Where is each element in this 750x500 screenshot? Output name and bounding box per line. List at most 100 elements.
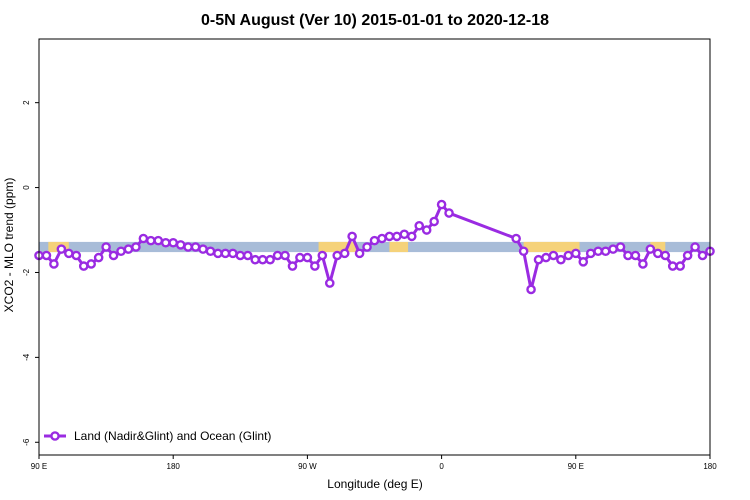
- data-point: [682, 250, 693, 261]
- data-point: [302, 252, 313, 263]
- data-point: [317, 250, 328, 261]
- land-segment: [389, 241, 409, 253]
- data-point: [667, 261, 678, 271]
- data-point: [347, 231, 357, 242]
- chart-title: 0-5N August (Ver 10) 2015-01-01 to 2020-…: [201, 12, 549, 29]
- legend-marker: [50, 431, 60, 441]
- data-point: [190, 242, 201, 252]
- data-point: [220, 248, 231, 259]
- plot-area: [34, 199, 715, 295]
- data-point: [116, 246, 126, 257]
- data-point: [49, 259, 59, 269]
- data-point: [638, 259, 648, 269]
- data-point: [660, 250, 671, 261]
- y-tick-label: -6: [22, 438, 31, 446]
- data-point: [295, 252, 305, 263]
- data-point: [533, 254, 544, 265]
- data-point: [153, 235, 164, 246]
- data-point: [392, 231, 402, 242]
- data-point: [131, 242, 141, 252]
- data-point: [399, 229, 410, 240]
- data-point: [280, 250, 290, 261]
- data-point: [690, 242, 700, 252]
- data-point: [324, 278, 335, 288]
- data-point: [183, 242, 193, 252]
- data-point: [362, 242, 372, 252]
- data-point: [414, 220, 425, 231]
- y-tick-label: 2: [22, 100, 31, 105]
- data-point: [272, 250, 283, 261]
- data-point: [653, 248, 663, 259]
- data-point: [429, 216, 439, 227]
- data-point: [593, 246, 603, 257]
- data-point: [511, 233, 521, 244]
- data-point: [697, 250, 708, 261]
- data-point: [287, 261, 298, 271]
- data-point: [138, 233, 149, 244]
- data-point: [78, 261, 89, 271]
- data-point: [146, 235, 156, 246]
- data-point: [205, 246, 216, 257]
- reference-band: [39, 241, 710, 253]
- data-point: [354, 248, 365, 259]
- data-point: [332, 250, 343, 261]
- data-point: [623, 250, 633, 261]
- data-point: [563, 250, 574, 261]
- legend: Land (Nadir&Glint) and Ocean (Glint): [44, 429, 271, 443]
- data-point: [242, 250, 253, 261]
- y-axis-label: XCO2 - MLO trend (ppm): [2, 178, 16, 313]
- data-point: [160, 237, 171, 248]
- data-point: [339, 248, 350, 259]
- legend-label: Land (Nadir&Glint) and Ocean (Glint): [74, 429, 271, 443]
- axes: 90 E 180 90 W 0 90 E 180 -6 -4 -2 0 2: [22, 38, 717, 471]
- data-point: [228, 248, 238, 259]
- data-point: [257, 254, 268, 265]
- data-point: [369, 235, 380, 246]
- x-tick-label: 90 E: [31, 462, 47, 471]
- data-point: [93, 252, 104, 263]
- x-axis-label: Longitude (deg E): [327, 477, 422, 491]
- y-tick-label: -4: [22, 353, 31, 361]
- data-point: [436, 199, 447, 210]
- data-point: [64, 248, 74, 259]
- data-point: [608, 244, 618, 254]
- data-point: [406, 231, 417, 242]
- data-point: [265, 254, 275, 265]
- data-point: [578, 257, 589, 267]
- data-point: [168, 237, 178, 248]
- data-point: [526, 284, 536, 295]
- data-point: [108, 250, 119, 261]
- data-point: [101, 242, 111, 252]
- data-point: [71, 250, 82, 261]
- data-point: [444, 208, 454, 218]
- data-point: [556, 254, 566, 265]
- x-tick-label: 90 E: [568, 462, 584, 471]
- data-point: [250, 254, 261, 265]
- data-point: [421, 225, 432, 235]
- data-point: [377, 233, 387, 244]
- data-point: [630, 250, 641, 261]
- data-point: [615, 242, 626, 252]
- data-point: [41, 250, 52, 261]
- data-point: [585, 248, 596, 259]
- plot-frame: [38, 38, 711, 456]
- data-point: [541, 252, 551, 263]
- data-point: [213, 248, 223, 259]
- data-point: [548, 250, 559, 261]
- x-tick-label: 90 W: [298, 462, 317, 471]
- y-tick-label: 0: [22, 185, 31, 190]
- data-point: [198, 244, 208, 254]
- x-tick-label: 180: [167, 462, 181, 471]
- land-segment: [650, 241, 666, 253]
- data-point: [384, 231, 395, 242]
- data-point: [675, 261, 685, 271]
- data-point: [86, 259, 96, 269]
- x-tick-label: 0: [439, 462, 444, 471]
- data-point: [310, 261, 320, 271]
- land-segment: [318, 241, 356, 253]
- data-point: [518, 246, 529, 257]
- data-point: [645, 244, 656, 254]
- data-point: [600, 246, 611, 257]
